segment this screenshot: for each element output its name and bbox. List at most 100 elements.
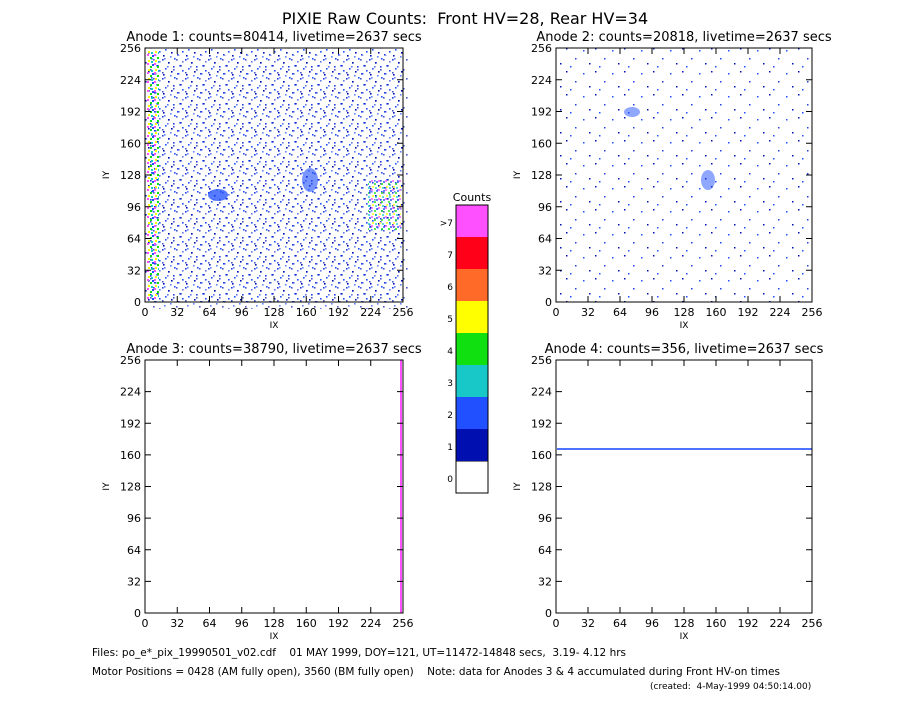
colorbar-frame [455, 204, 489, 494]
x-tick-label: 96 [645, 306, 659, 319]
x-tick-label: 64 [613, 306, 627, 319]
x-tick-label: 224 [360, 306, 381, 319]
decor [145, 48, 812, 613]
x-tick-label: 32 [170, 306, 184, 319]
footer-created: (created: 4-May-1999 04:50:14.00) [650, 682, 811, 692]
y-tick-label: 96 [538, 512, 552, 525]
footer-line: Motor Positions = 0428 (AM fully open), … [92, 666, 780, 678]
colorbar-swatch [456, 301, 488, 333]
y-tick-label: 128 [120, 169, 141, 182]
x-tick-label: 128 [674, 617, 695, 630]
y-axis-label: IY [513, 170, 523, 179]
y-tick-label: 96 [127, 512, 141, 525]
x-tick-label: 160 [296, 617, 317, 630]
x-tick-label: 0 [553, 306, 560, 319]
y-tick-label: 64 [127, 544, 141, 557]
panel-title: Anode 3: counts=38790, livetime=2637 sec… [126, 342, 422, 357]
x-tick-label: 64 [203, 306, 217, 319]
y-tick-label: 32 [127, 575, 141, 588]
y-tick-label: 32 [538, 264, 552, 277]
y-tick-label: 192 [120, 417, 141, 430]
y-tick-label: 160 [120, 449, 141, 462]
y-tick-label: 224 [531, 74, 552, 87]
panel-title: Anode 1: counts=80414, livetime=2637 sec… [126, 30, 422, 45]
panel-title: Anode 2: counts=20818, livetime=2637 sec… [536, 30, 832, 45]
y-tick-label: 96 [127, 201, 141, 214]
x-tick-label: 64 [613, 617, 627, 630]
y-tick-label: 192 [120, 106, 141, 119]
colorbar-swatch [456, 365, 488, 397]
y-tick-label: 32 [127, 264, 141, 277]
x-tick-label: 128 [674, 306, 695, 319]
y-tick-label: 256 [531, 354, 552, 367]
panel-title: Anode 4: counts=356, livetime=2637 secs [545, 342, 824, 357]
x-tick-label: 192 [328, 306, 349, 319]
x-tick-label: 256 [393, 306, 414, 319]
colorbar-swatch [456, 333, 488, 365]
y-tick-label: 0 [545, 296, 552, 309]
x-axis-label: IX [680, 321, 689, 331]
x-tick-label: 160 [706, 306, 727, 319]
x-tick-label: 192 [738, 306, 759, 319]
x-tick-label: 0 [142, 306, 149, 319]
x-tick-label: 224 [770, 617, 791, 630]
x-tick-label: 0 [553, 617, 560, 630]
colorbar-label: >7 [440, 219, 453, 229]
y-tick-label: 256 [120, 42, 141, 55]
y-tick-label: 128 [531, 481, 552, 494]
y-tick-label: 0 [134, 296, 141, 309]
footer-line: Files: po_e*_pix_19990501_v02.cdf 01 MAY… [92, 647, 626, 659]
y-tick-label: 0 [134, 607, 141, 620]
colorbar-swatch [456, 269, 488, 301]
colorbar-label: 7 [447, 251, 453, 261]
plot-frame [144, 359, 404, 614]
colorbar-swatch [456, 397, 488, 429]
y-tick-label: 96 [538, 201, 552, 214]
x-tick-label: 192 [328, 617, 349, 630]
x-axis-label: IX [270, 321, 279, 331]
y-tick-label: 160 [531, 137, 552, 150]
y-tick-label: 64 [127, 233, 141, 246]
y-tick-label: 224 [531, 386, 552, 399]
y-tick-label: 256 [531, 42, 552, 55]
x-tick-label: 256 [802, 306, 823, 319]
x-tick-label: 64 [203, 617, 217, 630]
colorbar-label: 0 [447, 475, 453, 485]
x-tick-label: 160 [706, 617, 727, 630]
x-tick-label: 128 [264, 306, 285, 319]
colorbar-swatch [455, 460, 489, 494]
y-tick-label: 0 [545, 607, 552, 620]
x-tick-label: 160 [296, 306, 317, 319]
x-tick-label: 32 [581, 306, 595, 319]
y-tick-label: 192 [531, 106, 552, 119]
y-axis-label: IY [513, 482, 523, 491]
x-tick-label: 224 [770, 306, 791, 319]
colorbar-title: Counts [453, 191, 492, 204]
y-axis-label: IY [102, 482, 112, 491]
colorbar-swatch [456, 237, 488, 269]
y-tick-label: 128 [120, 481, 141, 494]
colorbar-label: 1 [447, 443, 453, 453]
x-tick-label: 0 [142, 617, 149, 630]
x-tick-label: 96 [235, 306, 249, 319]
y-tick-label: 160 [531, 449, 552, 462]
x-axis-label: IX [270, 632, 279, 642]
x-tick-label: 96 [235, 617, 249, 630]
x-tick-label: 96 [645, 617, 659, 630]
plot-frame [555, 359, 813, 614]
colorbar-label: 5 [447, 315, 453, 325]
y-tick-label: 224 [120, 386, 141, 399]
colorbar-label: 4 [447, 347, 453, 357]
colorbar-label: 2 [447, 411, 453, 421]
y-tick-label: 64 [538, 233, 552, 246]
y-tick-label: 256 [120, 354, 141, 367]
y-tick-label: 224 [120, 74, 141, 87]
x-tick-label: 256 [802, 617, 823, 630]
x-tick-label: 256 [393, 617, 414, 630]
colorbar-swatch [456, 429, 488, 461]
x-tick-label: 128 [264, 617, 285, 630]
x-tick-label: 32 [170, 617, 184, 630]
